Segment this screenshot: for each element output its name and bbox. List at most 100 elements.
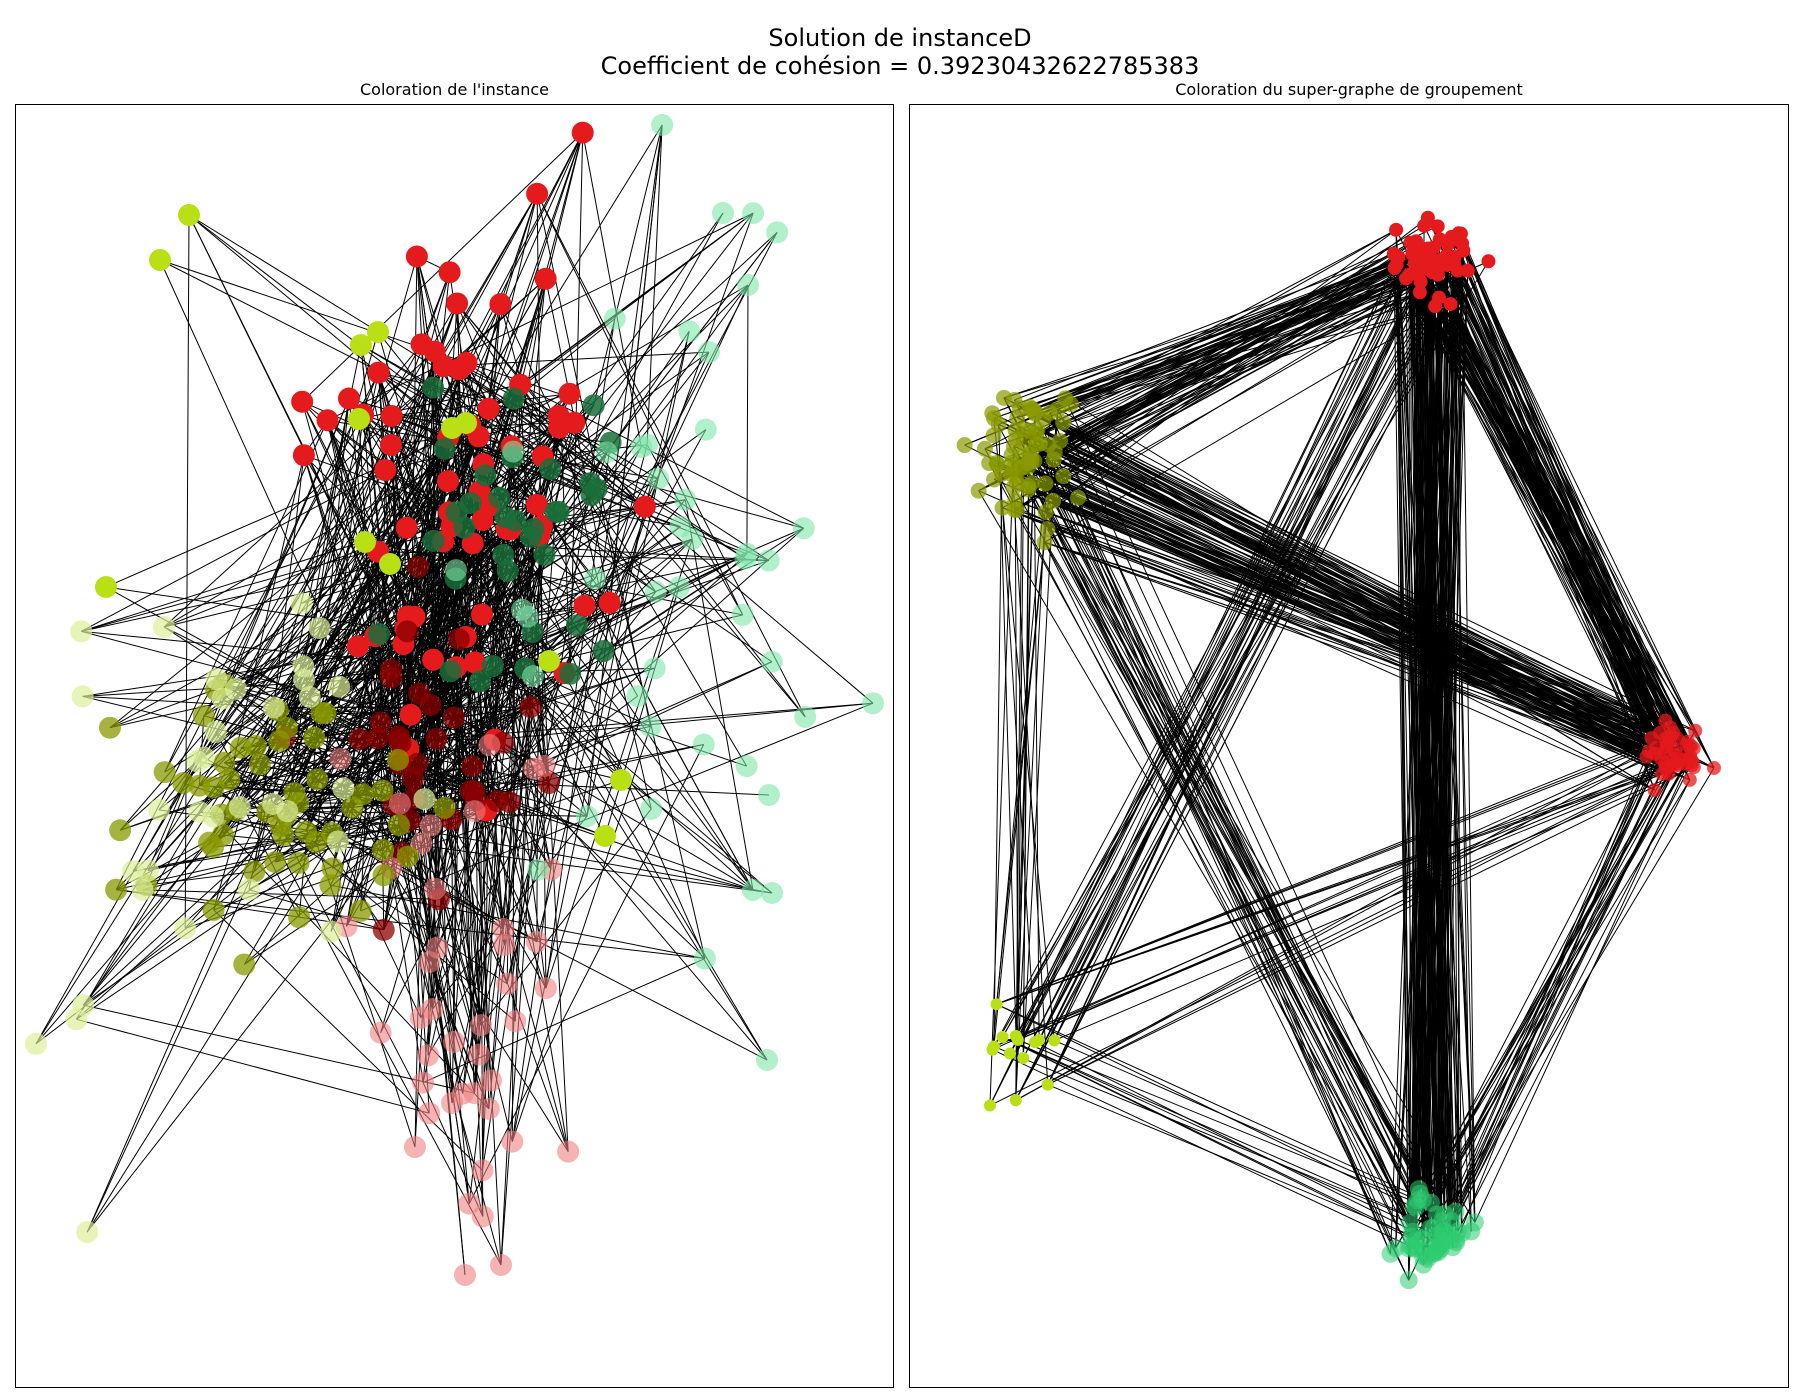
instance-node [481,654,504,677]
supergraph-edge [989,245,1416,1106]
supergraph-node [981,455,998,472]
supergraph-node [1462,1222,1481,1241]
instance-edge [362,343,422,415]
instance-node [403,1136,426,1159]
supergraph-edge [1053,305,1436,1041]
instance-node [526,182,549,205]
instance-edge [455,667,482,1026]
instance-node [288,906,311,929]
instance-node [794,705,817,728]
supergraph-edge [1032,408,1674,760]
supergraph-edge [1411,233,1460,1232]
instance-node [407,555,430,578]
instance-node [761,882,783,904]
supergraph-edge [1046,528,1411,1224]
supergraph-edge [1408,727,1671,1281]
instance-node [422,376,445,399]
instance-edge [545,124,663,989]
instance-node [412,1071,435,1094]
instance-node [712,202,734,224]
instance-node [501,1130,524,1153]
instance-edge [222,344,422,699]
instance-edge [513,398,874,704]
instance-edge [450,671,492,1081]
supergraph-edge [1054,766,1695,1041]
instance-edge [159,259,378,739]
instance-node [439,660,462,683]
instance-node [410,333,433,356]
supergraph-edge [1029,430,1392,1255]
supergraph-edge [1017,758,1685,1041]
supergraph-node [1663,720,1678,735]
supergraph-node [1386,246,1401,261]
instance-edge [609,429,707,604]
supergraph-edge [1038,262,1455,1041]
instance-node [367,622,390,645]
instance-node [202,805,225,828]
supergraph-node [1381,1244,1400,1263]
supergraph-edge [1039,443,1444,1237]
supergraph-edge [1047,270,1469,1085]
instance-edge [519,384,804,529]
supergraph-edge [1454,256,1666,764]
instance-edge [443,351,709,367]
supergraph-edge [1017,240,1417,1041]
instance-edge [458,638,651,727]
instance-node [243,860,266,883]
instance-node [477,397,500,420]
instance-edge [494,739,768,1061]
instance-edge [503,676,534,945]
supergraph-edge [1043,418,1674,760]
instance-node [454,1264,476,1286]
instance-node [348,728,371,751]
instance-node [316,409,339,432]
instance-node [348,408,370,430]
supergraph-edge [1047,243,1463,1085]
instance-node [372,864,395,887]
instance-edge [390,867,490,1110]
instance-node [292,444,315,467]
instance-node [292,655,315,678]
instance-node [442,1030,465,1053]
supergraph-edge [1437,761,1693,1253]
instance-node [533,543,556,566]
supergraph-edge [1048,257,1424,446]
instance-edge [81,630,503,744]
supergraph-node [1055,468,1072,485]
supergraph-edge [1442,744,1688,1237]
instance-edge [481,318,616,1171]
instance-edge [377,551,552,870]
instance-node [502,387,525,410]
supergraph-edge [1427,763,1666,1260]
instance-node [737,274,759,296]
instance-edge [475,661,773,801]
supergraph-edge [1002,1036,1445,1232]
instance-node [354,531,376,553]
instance-edge [390,867,424,1083]
supergraph-node [1402,267,1417,282]
supergraph-edge [1044,541,1694,768]
instance-edge [536,193,744,616]
instance-node [549,411,572,434]
instance-edge [519,384,748,767]
instance-node [442,706,465,729]
instance-node [453,516,476,539]
instance-edge [416,212,724,765]
supergraph-edge [1017,758,1674,1041]
instance-edge [228,455,305,780]
supergraph-edge [1013,467,1669,775]
supergraph-edge [1047,1084,1422,1241]
supergraph-node [1004,1047,1017,1060]
supergraph-edge [1015,269,1434,1101]
instance-edge [646,124,663,445]
instance-edge [471,765,539,870]
instance-node [328,675,351,698]
instance-node [438,261,461,284]
supergraph-node [1041,1078,1054,1091]
supergraph-edge [1457,779,1691,1232]
instance-node [522,518,545,541]
supergraph-edge [1059,440,1439,1244]
instance-edge [145,398,350,886]
supergraph-edge [1013,486,1691,747]
supergraph-edge [1419,292,1668,747]
